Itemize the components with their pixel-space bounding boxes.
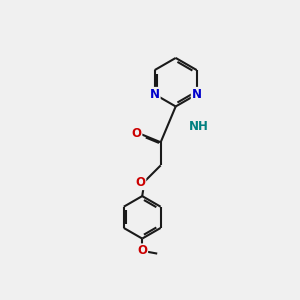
Text: N: N (192, 88, 202, 101)
Text: O: O (131, 127, 141, 140)
Text: N: N (150, 88, 160, 101)
Text: NH: NH (188, 120, 208, 133)
Text: O: O (137, 244, 147, 257)
Text: O: O (135, 176, 146, 189)
